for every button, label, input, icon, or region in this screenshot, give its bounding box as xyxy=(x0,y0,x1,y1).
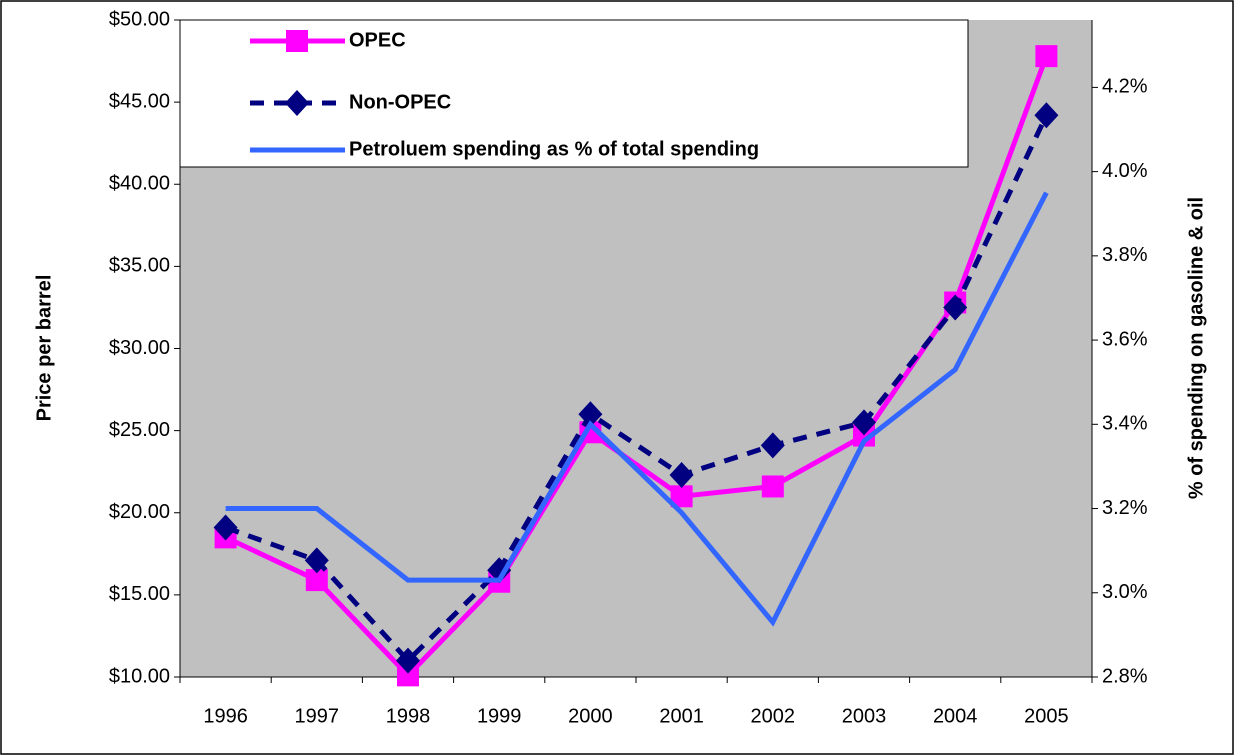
y2-tick-label: 3.2% xyxy=(1102,497,1148,519)
marker xyxy=(852,409,876,436)
series-line xyxy=(224,55,1049,679)
legend-box xyxy=(179,19,969,168)
marker xyxy=(578,401,603,428)
marker xyxy=(305,569,328,592)
x-tick-label: 2001 xyxy=(659,705,704,727)
y-tick-label: $50.00 xyxy=(109,8,170,30)
marker xyxy=(670,485,693,508)
x-tick-label: 2000 xyxy=(568,705,613,727)
y-axis-label: Price per barrel xyxy=(33,275,55,422)
y2-tick-label: 3.8% xyxy=(1102,244,1148,266)
series-line xyxy=(224,114,1049,665)
x-tick-label: 2002 xyxy=(751,705,796,727)
legend-marker xyxy=(285,90,309,116)
y2-tick-label: 4.0% xyxy=(1102,160,1148,182)
series-line xyxy=(225,191,1049,627)
y-tick-label: $10.00 xyxy=(109,665,170,687)
y-tick-label: $40.00 xyxy=(109,173,170,195)
y2-axis-label: % of spending on gasoline & oil xyxy=(1185,197,1207,499)
marker xyxy=(1035,45,1058,68)
y2-tick-label: 3.4% xyxy=(1102,413,1148,435)
y2-tick-label: 2.8% xyxy=(1102,665,1148,687)
y-tick-label: $30.00 xyxy=(109,337,170,359)
x-tick-label: 2005 xyxy=(1024,705,1069,727)
y-tick-label: $15.00 xyxy=(109,583,170,605)
x-tick-label: 2003 xyxy=(842,705,887,727)
marker xyxy=(943,294,968,321)
y-tick-label: $25.00 xyxy=(109,419,170,441)
legend-marker xyxy=(286,30,308,52)
marker xyxy=(853,424,875,447)
marker xyxy=(396,647,420,674)
x-tick-label: 1996 xyxy=(203,705,248,727)
y2-tick-label: 3.6% xyxy=(1102,328,1148,350)
x-tick-label: 1999 xyxy=(477,705,522,727)
marker xyxy=(669,461,694,488)
marker xyxy=(213,514,238,541)
marker xyxy=(487,557,512,584)
y2-tick-label: 4.2% xyxy=(1102,76,1148,98)
legend-label: Petroluem spending as % of total spendin… xyxy=(349,138,759,160)
marker xyxy=(304,547,329,574)
legend-label: OPEC xyxy=(349,29,406,51)
legend-label: Non-OPEC xyxy=(349,91,451,113)
marker xyxy=(760,432,785,459)
y-tick-label: $20.00 xyxy=(109,501,170,523)
marker xyxy=(761,475,784,498)
y2-tick-label: 3.0% xyxy=(1102,581,1148,603)
marker xyxy=(397,664,419,687)
x-tick-label: 1998 xyxy=(386,705,431,727)
marker xyxy=(1034,102,1059,129)
y-tick-label: $45.00 xyxy=(109,90,170,112)
x-tick-label: 1997 xyxy=(295,705,340,727)
y-tick-label: $35.00 xyxy=(109,255,170,277)
x-tick-label: 2004 xyxy=(933,705,978,727)
